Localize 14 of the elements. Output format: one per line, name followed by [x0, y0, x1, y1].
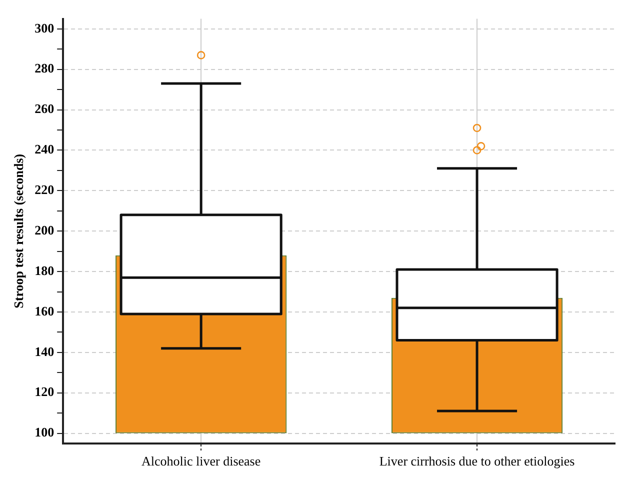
y-tick-label: 300 — [34, 20, 54, 36]
y-tick-label: 240 — [34, 142, 54, 157]
y-tick-label: 120 — [34, 384, 54, 400]
y-tick-label: 100 — [34, 424, 54, 440]
y-tick-label: 260 — [34, 101, 54, 116]
y-tick-label: 280 — [34, 60, 54, 76]
y-tick-label: 200 — [34, 222, 54, 238]
x-tick-label: Alcoholic liver disease — [142, 454, 261, 469]
y-axis-title: Stroop test results (seconds) — [11, 154, 26, 308]
y-tick-label: 220 — [34, 182, 54, 198]
y-tick-label: 180 — [34, 262, 54, 278]
x-tick-label: Liver cirrhosis due to other etiologies — [379, 454, 575, 469]
y-tick-label: 140 — [34, 344, 54, 359]
y-tick-label: 160 — [34, 303, 54, 318]
